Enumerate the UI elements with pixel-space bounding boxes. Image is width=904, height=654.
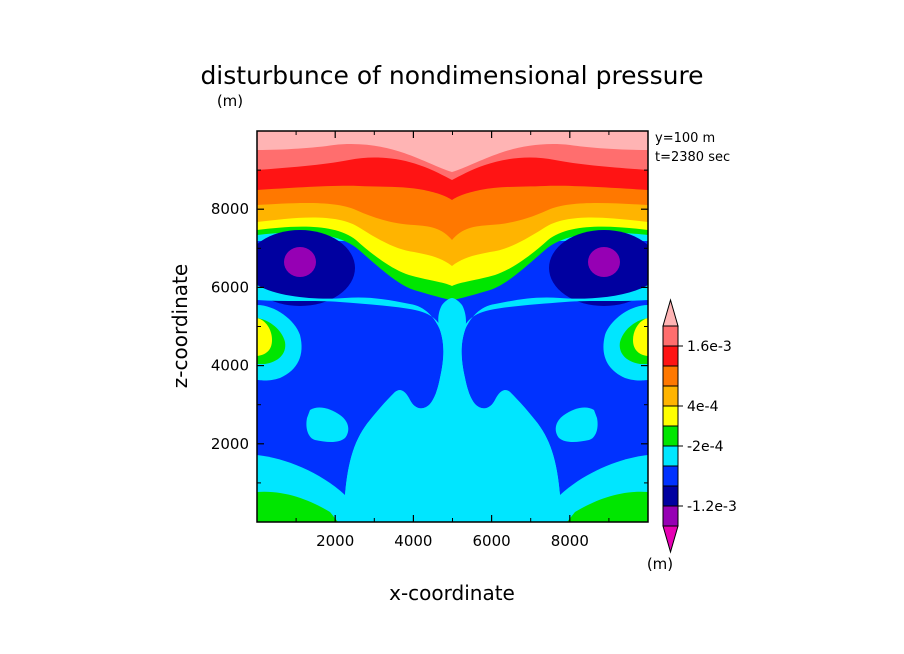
contour-field <box>257 131 648 522</box>
vortex-core-right <box>588 247 620 277</box>
colorbar-swatch <box>662 445 679 467</box>
x-axis: 2000 4000 6000 8000 <box>295 131 610 550</box>
colorbar-swatch <box>662 405 679 427</box>
surface-green-right <box>567 491 648 522</box>
y-tick-label: 6000 <box>211 278 249 296</box>
x-axis-label: x-coordinate <box>389 581 515 605</box>
colorbar-swatch <box>662 325 679 347</box>
colorbar-label: -1.2e-3 <box>687 499 737 515</box>
y-tick-label: 4000 <box>211 357 249 375</box>
x-tick-label: 4000 <box>394 532 432 550</box>
chart-title: disturbunce of nondimensional pressure <box>200 61 703 90</box>
colorbar-label: -2e-4 <box>687 439 724 455</box>
colorbar: 1.6e-3 4e-4 -2e-4 -1.2e-3 <box>662 298 737 554</box>
colorbar-unit: (m) <box>647 555 673 573</box>
x-tick-label: 2000 <box>316 532 354 550</box>
y-tick-label: 2000 <box>211 435 249 453</box>
colorbar-swatch <box>662 505 679 527</box>
units-label: (m) <box>217 92 243 110</box>
colorbar-label: 1.6e-3 <box>687 339 732 355</box>
central-plume <box>340 298 565 522</box>
info-t: t=2380 sec <box>655 150 730 165</box>
surface-green-left <box>257 491 338 522</box>
colorbar-swatch <box>662 385 679 407</box>
colorbar-swatch <box>662 345 679 367</box>
colorbar-swatch <box>662 425 679 447</box>
vortex-core-left <box>284 247 316 277</box>
colorbar-max-triangle <box>662 298 679 327</box>
y-axis: 2000 4000 6000 8000 <box>211 169 648 484</box>
band-pink <box>257 131 648 172</box>
x-tick-label: 8000 <box>551 532 589 550</box>
blob-left <box>306 407 349 442</box>
colorbar-label: 4e-4 <box>687 399 719 415</box>
x-tick-label: 6000 <box>473 532 511 550</box>
colorbar-swatch <box>662 485 679 507</box>
y-axis-label: z-coordinate <box>168 264 192 388</box>
info-y: y=100 m <box>655 131 715 146</box>
colorbar-min-triangle <box>662 525 679 554</box>
colorbar-swatch <box>662 465 679 487</box>
colorbar-swatch <box>662 365 679 387</box>
side-high-left <box>257 318 272 356</box>
y-tick-label: 8000 <box>211 200 249 218</box>
side-high-right <box>633 318 648 356</box>
blob-right <box>555 407 598 442</box>
